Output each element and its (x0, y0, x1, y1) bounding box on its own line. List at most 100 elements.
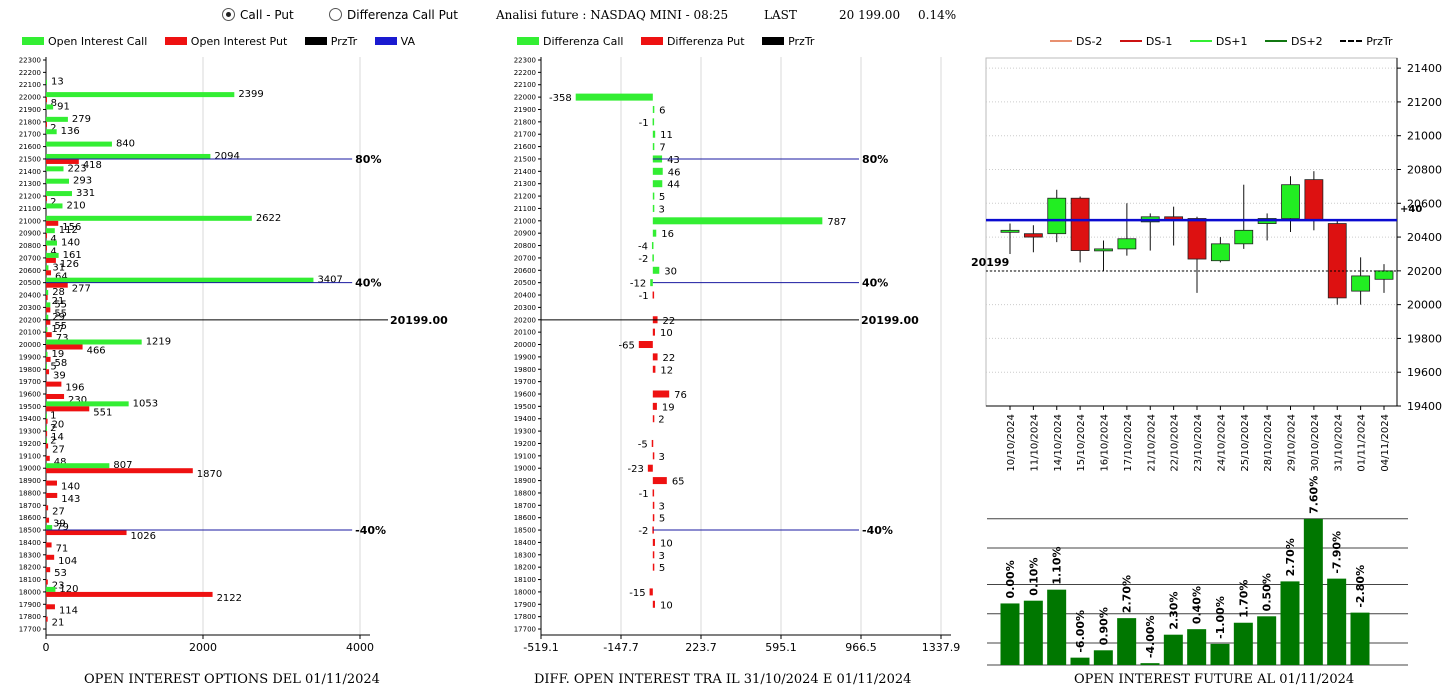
diff-bar (652, 501, 655, 509)
va-label: 40% (862, 277, 888, 290)
diff-value-label: 44 (667, 180, 680, 191)
call-bar (46, 215, 252, 221)
future-bar-label: 2.30% (1167, 592, 1180, 630)
page-title: Analisi future : NASDAQ MINI - 08:25 (496, 8, 729, 22)
diff-bar (575, 93, 653, 101)
put-bar (46, 97, 47, 103)
call-bar (46, 586, 56, 592)
diff-bar (652, 143, 655, 151)
y-tick-label: 20600 (1407, 197, 1442, 210)
y-tick-label: 19600 (1407, 366, 1442, 379)
call-bar (46, 104, 54, 110)
y-tick-label: 18600 (19, 514, 41, 522)
put-value-label: 55 (54, 321, 67, 332)
call-value-label: 140 (61, 238, 80, 249)
future-bar-label: 0.50% (1261, 573, 1274, 611)
diff-value-label: 10 (660, 600, 673, 611)
call-bar (46, 141, 112, 147)
call-value-label: 3407 (317, 275, 342, 286)
future-bar-label: 0.00% (1004, 560, 1017, 598)
future-bar (1140, 663, 1160, 665)
radio-diff[interactable]: Differenza Call Put (329, 8, 458, 22)
diff-bar (652, 402, 657, 410)
radio-call-put[interactable]: Call - Put (222, 8, 294, 22)
candle-body (1234, 229, 1254, 245)
call-bar (46, 314, 49, 320)
price-label: 20199.00 (861, 314, 919, 327)
date-label: 16/10/2024 (1100, 414, 1111, 472)
y-tick-label: 22300 (19, 57, 41, 65)
diff-value-label: 46 (668, 167, 681, 178)
diff-value-label: -1 (639, 291, 649, 302)
y-tick-label: 21900 (19, 106, 41, 114)
put-value-label: 39 (53, 519, 66, 530)
y-tick-label: 22000 (19, 94, 41, 102)
call-bar (46, 79, 48, 85)
diff-bar (652, 229, 657, 237)
y-tick-label: 19400 (514, 415, 536, 423)
va-label: 40% (355, 277, 381, 290)
y-tick-label: 20400 (1407, 231, 1442, 244)
future-bar (1070, 657, 1090, 665)
y-tick-label: 18700 (19, 502, 41, 510)
legend-2: Differenza Call Differenza Put PrzTr (517, 35, 828, 48)
y-tick-label: 21200 (19, 193, 41, 201)
put-bar (46, 307, 51, 313)
put-value-label: 48 (54, 457, 67, 468)
put-bar (46, 121, 47, 127)
diff-bar (652, 415, 655, 423)
y-tick-label: 17700 (19, 626, 41, 634)
y-tick-label: 20800 (19, 242, 41, 250)
call-bar (46, 413, 47, 419)
y-tick-label: 19200 (19, 440, 41, 448)
call-value-label: 279 (72, 114, 91, 125)
call-bar (46, 302, 51, 308)
diff-bar (652, 130, 656, 138)
diff-value-label: 10 (660, 328, 673, 339)
diff-bar (652, 105, 655, 113)
diff-bar (652, 192, 655, 200)
legend-item: PrzTr (304, 35, 357, 48)
diff-value-label: 5 (659, 563, 665, 574)
put-value-label: 277 (72, 284, 91, 295)
candle-body (1117, 238, 1137, 250)
put-bar (46, 257, 56, 263)
radio-empty-icon[interactable] (329, 8, 342, 21)
put-value-label: 104 (58, 556, 77, 567)
diff-value-label: 2 (658, 415, 664, 426)
y-tick-label: 18000 (19, 588, 41, 596)
legend-item: VA (374, 35, 415, 48)
diff-bar (652, 353, 658, 361)
put-bar (46, 369, 50, 375)
candle-body (1210, 243, 1230, 262)
y-tick-label: 20500 (514, 279, 536, 287)
call-value-label: 13 (51, 77, 64, 88)
x-tick-label: -519.1 (523, 641, 558, 654)
diff-bar (652, 118, 655, 126)
put-bar (46, 406, 90, 412)
diff-value-label: 3 (658, 551, 664, 562)
put-value-label: 143 (61, 494, 80, 505)
put-bar (46, 295, 48, 301)
y-tick-label: 18800 (19, 489, 41, 497)
future-bar-label: 7.60% (1307, 476, 1320, 514)
date-label: 24/10/2024 (1216, 414, 1227, 472)
y-tick-label: 20400 (19, 292, 41, 300)
y-tick-label: 20600 (514, 267, 536, 275)
future-bar (1187, 629, 1207, 665)
y-tick-label: 18500 (19, 527, 41, 535)
put-bar (46, 344, 83, 350)
radio-selected-icon[interactable] (222, 8, 235, 21)
call-bar (46, 463, 110, 469)
future-bar-label: 0.40% (1191, 586, 1204, 624)
footer-chart-3: OPEN INTEREST FUTURE AL 01/11/2024 (1074, 672, 1355, 687)
y-tick-label: 21600 (514, 143, 536, 151)
y-tick-label: 20200 (514, 316, 536, 324)
future-bar (1280, 581, 1300, 665)
future-bar-label: -1.00% (1214, 596, 1227, 639)
y-tick-label: 20200 (1407, 265, 1442, 278)
diff-bar (652, 365, 656, 373)
date-label: 10/10/2024 (1006, 414, 1017, 472)
future-bar-label: -4.00% (1144, 615, 1157, 658)
call-value-label: 161 (63, 250, 82, 261)
